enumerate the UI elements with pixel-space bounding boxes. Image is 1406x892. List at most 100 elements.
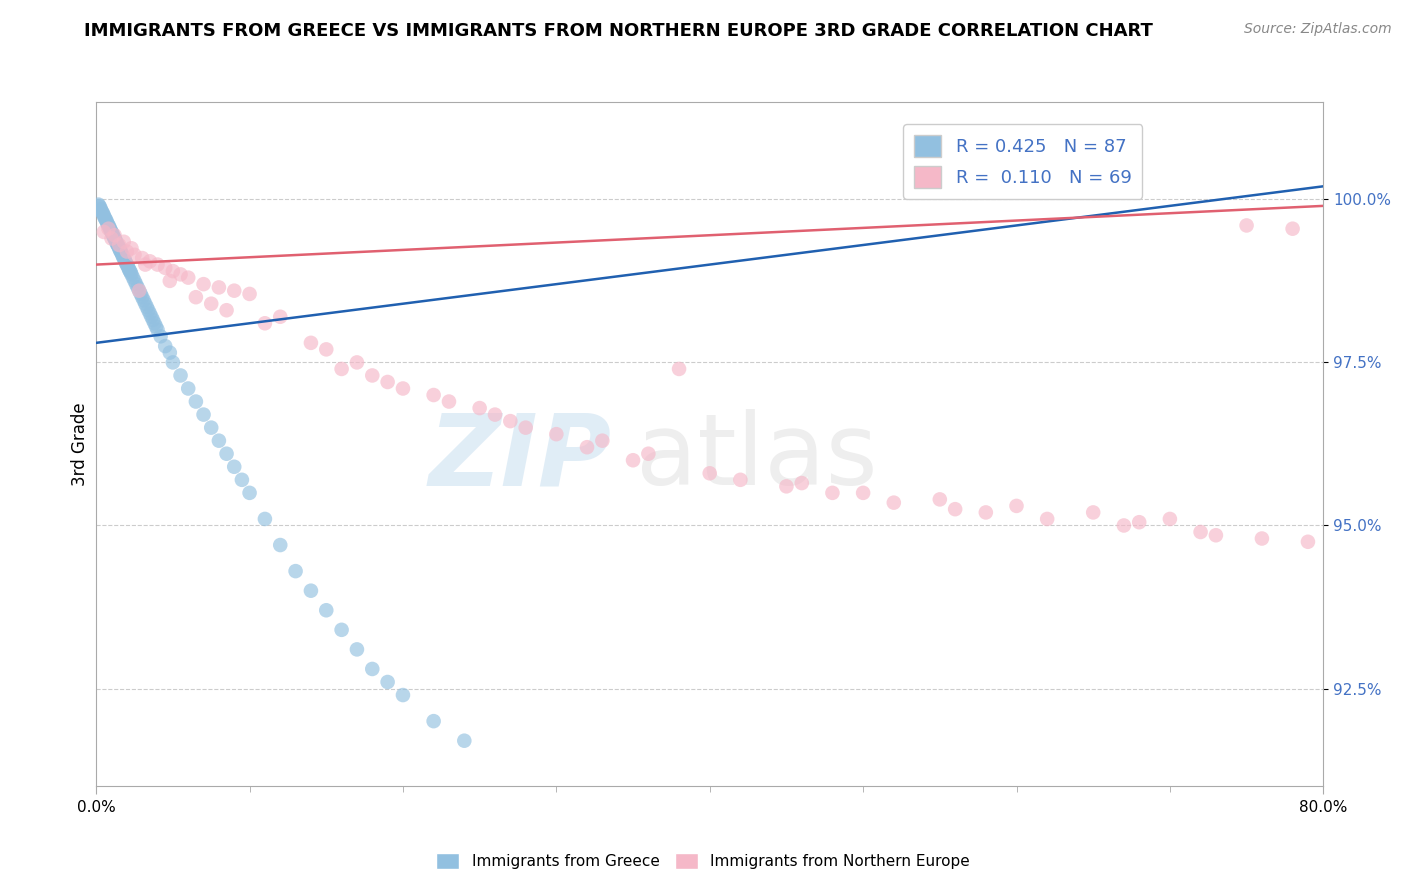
- Point: [110, 244, 132, 259]
- Point: [169, 268, 191, 282]
- Point: [100, 224, 122, 238]
- Point: [253, 316, 276, 330]
- Point: [253, 512, 276, 526]
- Point: [122, 270, 145, 285]
- Point: [104, 233, 127, 247]
- Point: [330, 362, 353, 376]
- Point: [141, 310, 163, 324]
- Text: IMMIGRANTS FROM GREECE VS IMMIGRANTS FROM NORTHERN EUROPE 3RD GRADE CORRELATION : IMMIGRANTS FROM GREECE VS IMMIGRANTS FRO…: [84, 22, 1153, 40]
- Point: [269, 310, 291, 324]
- Point: [96, 215, 118, 229]
- Point: [93, 225, 115, 239]
- Point: [127, 280, 149, 294]
- Point: [118, 264, 141, 278]
- Point: [155, 260, 177, 275]
- Point: [208, 280, 231, 294]
- Text: atlas: atlas: [636, 409, 877, 506]
- Point: [330, 623, 353, 637]
- Point: [121, 268, 143, 282]
- Point: [91, 205, 114, 219]
- Point: [1005, 499, 1028, 513]
- Point: [1112, 518, 1135, 533]
- Point: [215, 447, 238, 461]
- Point: [121, 241, 143, 255]
- Point: [361, 662, 384, 676]
- Point: [453, 733, 475, 747]
- Point: [90, 202, 112, 216]
- Point: [177, 270, 200, 285]
- Point: [93, 209, 115, 223]
- Point: [117, 260, 139, 275]
- Point: [1205, 528, 1227, 542]
- Point: [142, 313, 165, 327]
- Point: [128, 284, 150, 298]
- Point: [118, 262, 141, 277]
- Point: [112, 235, 135, 249]
- Point: [208, 434, 231, 448]
- Point: [668, 362, 690, 376]
- Point: [134, 258, 156, 272]
- Point: [138, 303, 160, 318]
- Point: [775, 479, 797, 493]
- Point: [377, 675, 399, 690]
- Point: [146, 323, 169, 337]
- Point: [159, 274, 181, 288]
- Point: [193, 408, 215, 422]
- Point: [215, 303, 238, 318]
- Point: [239, 486, 262, 500]
- Point: [89, 199, 111, 213]
- Point: [108, 244, 131, 258]
- Point: [515, 420, 537, 434]
- Point: [104, 228, 127, 243]
- Point: [105, 235, 128, 249]
- Point: [100, 231, 122, 245]
- Point: [231, 473, 253, 487]
- Point: [149, 329, 172, 343]
- Point: [105, 236, 128, 251]
- Point: [96, 213, 118, 227]
- Point: [346, 355, 368, 369]
- Point: [821, 486, 844, 500]
- Point: [361, 368, 384, 383]
- Point: [299, 335, 322, 350]
- Point: [93, 211, 115, 225]
- Point: [546, 427, 568, 442]
- Point: [108, 238, 131, 252]
- Point: [124, 274, 146, 288]
- Point: [422, 714, 444, 728]
- Point: [90, 204, 112, 219]
- Point: [1251, 532, 1274, 546]
- Point: [943, 502, 966, 516]
- Point: [1296, 534, 1319, 549]
- Point: [134, 296, 156, 310]
- Point: [200, 420, 222, 434]
- Point: [1236, 219, 1258, 233]
- Point: [468, 401, 491, 415]
- Point: [169, 368, 191, 383]
- Point: [484, 408, 506, 422]
- Point: [115, 256, 138, 270]
- Text: Source: ZipAtlas.com: Source: ZipAtlas.com: [1244, 22, 1392, 37]
- Text: ZIP: ZIP: [429, 409, 612, 506]
- Point: [437, 394, 460, 409]
- Point: [1281, 221, 1303, 235]
- Point: [101, 227, 124, 241]
- Point: [883, 496, 905, 510]
- Point: [269, 538, 291, 552]
- Point: [162, 264, 184, 278]
- Point: [177, 382, 200, 396]
- Point: [103, 230, 125, 244]
- Point: [94, 211, 117, 226]
- Point: [120, 265, 142, 279]
- Point: [114, 254, 136, 268]
- Point: [107, 238, 129, 252]
- Point: [224, 284, 246, 298]
- Point: [392, 688, 415, 702]
- Point: [89, 200, 111, 214]
- Point: [115, 244, 138, 259]
- Point: [131, 251, 153, 265]
- Point: [315, 603, 337, 617]
- Point: [1083, 505, 1105, 519]
- Point: [112, 250, 135, 264]
- Point: [193, 277, 215, 292]
